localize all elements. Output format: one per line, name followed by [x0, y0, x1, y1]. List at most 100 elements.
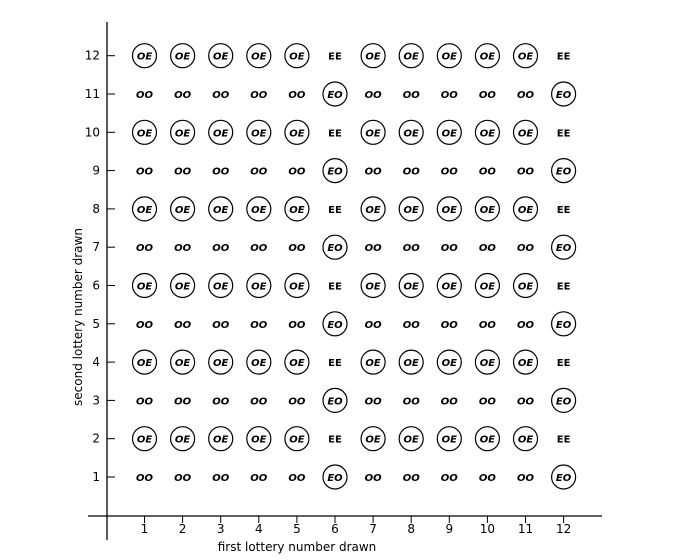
cell-circle — [322, 311, 348, 337]
cell-circle — [550, 234, 577, 260]
cell-label: EO — [556, 167, 572, 178]
cell-label: OO — [174, 396, 192, 407]
cell-label: OO — [174, 473, 192, 484]
cell-label: EE — [328, 52, 342, 63]
cell-label: OO — [212, 396, 230, 407]
cell-circle — [474, 272, 500, 299]
grid-cell: OO — [517, 396, 535, 407]
grid-cell: OE — [436, 349, 462, 375]
cell-label: OE — [289, 358, 305, 369]
grid-cell: OO — [479, 243, 497, 254]
cell-label: OE — [289, 52, 305, 63]
cell-label: OO — [250, 90, 268, 101]
cell-circle — [170, 196, 196, 222]
cell-label: EO — [556, 473, 572, 484]
grid-cell: OO — [250, 320, 268, 331]
cell-circle — [284, 196, 310, 222]
cell-label: OE — [289, 205, 305, 216]
grid-cell: OO — [517, 320, 535, 331]
cell-circle — [170, 349, 196, 375]
cell-label: OO — [288, 167, 306, 178]
grid-cell: OE — [436, 119, 462, 145]
y-tick-label: 9 — [92, 164, 100, 178]
cell-circle — [398, 349, 424, 375]
grid-cell: OO — [403, 320, 421, 331]
cell-label: EE — [328, 282, 342, 293]
cell-label: EO — [327, 320, 343, 331]
cell-circle — [436, 426, 462, 452]
cell-label: OE — [365, 435, 381, 446]
grid-cell: OE — [436, 426, 462, 452]
grid-cell: OO — [136, 167, 154, 178]
cell-circle — [474, 119, 500, 145]
grid-cell: OE — [360, 119, 386, 145]
cell-label: OE — [442, 435, 458, 446]
cell-label: EE — [557, 205, 571, 216]
cell-circle — [322, 387, 348, 413]
cell-circle — [208, 426, 234, 452]
cell-circle — [131, 426, 158, 452]
grid-cell: OE — [398, 426, 424, 452]
grid-cell: OE — [398, 349, 424, 375]
cell-circle — [170, 119, 196, 145]
cell-circle — [208, 272, 234, 299]
cell-label: OO — [517, 396, 535, 407]
cell-circle — [474, 349, 500, 375]
grid-cell: EE — [557, 282, 571, 293]
cell-label: OO — [250, 396, 268, 407]
grid-cell: OE — [131, 196, 158, 222]
grid-cell: OE — [398, 43, 424, 69]
y-tick-label: 8 — [92, 202, 100, 216]
cell-circle — [512, 426, 539, 452]
cell-label: OO — [517, 473, 535, 484]
grid-cell: EO — [550, 81, 577, 107]
cell-label: OO — [288, 90, 306, 101]
cell-label: OE — [137, 52, 153, 63]
grid-cell: OO — [288, 396, 306, 407]
cell-label: OE — [137, 205, 153, 216]
grid-cell: OE — [436, 196, 462, 222]
cell-circle — [512, 272, 539, 299]
grid-cell: OE — [284, 196, 310, 222]
cell-circle — [436, 272, 462, 299]
grid-cell: OE — [512, 196, 539, 222]
grid-cell: OE — [512, 119, 539, 145]
grid-cell: EE — [557, 52, 571, 63]
cell-circle — [512, 196, 539, 222]
grid-cell: OO — [136, 473, 154, 484]
cell-label: EE — [557, 435, 571, 446]
grid-cell: OO — [479, 90, 497, 101]
cell-label: EO — [556, 396, 572, 407]
grid-cell: OE — [246, 43, 272, 69]
cell-label: OO — [288, 473, 306, 484]
grid-cell: EO — [322, 311, 348, 337]
cell-label: OO — [403, 243, 421, 254]
y-tick-label: 3 — [92, 393, 100, 407]
cell-circle — [398, 272, 424, 299]
cell-label: OE — [480, 282, 496, 293]
cell-circle — [550, 387, 577, 413]
grid-cell: EO — [550, 464, 577, 490]
cell-circle — [246, 272, 272, 299]
cell-label: OO — [441, 243, 459, 254]
grid-cell: OE — [474, 196, 500, 222]
x-tick-label: 5 — [293, 522, 301, 536]
cell-label: OE — [251, 282, 267, 293]
cell-label: OO — [479, 320, 497, 331]
cell-label: OE — [137, 282, 153, 293]
cell-label: OE — [365, 282, 381, 293]
cell-label: OO — [212, 320, 230, 331]
grid-cell: OO — [517, 243, 535, 254]
cell-label: OE — [404, 435, 420, 446]
cell-label: OE — [442, 282, 458, 293]
grid-cell: OE — [170, 43, 196, 69]
grid-cell: EE — [557, 205, 571, 216]
grid-cell: OE — [398, 196, 424, 222]
grid-cell: OO — [365, 473, 383, 484]
cell-label: OO — [250, 320, 268, 331]
x-tick-label: 3 — [217, 522, 225, 536]
grid-cell: OO — [250, 167, 268, 178]
grid-cell: OE — [208, 426, 234, 452]
cell-label: OE — [175, 435, 191, 446]
